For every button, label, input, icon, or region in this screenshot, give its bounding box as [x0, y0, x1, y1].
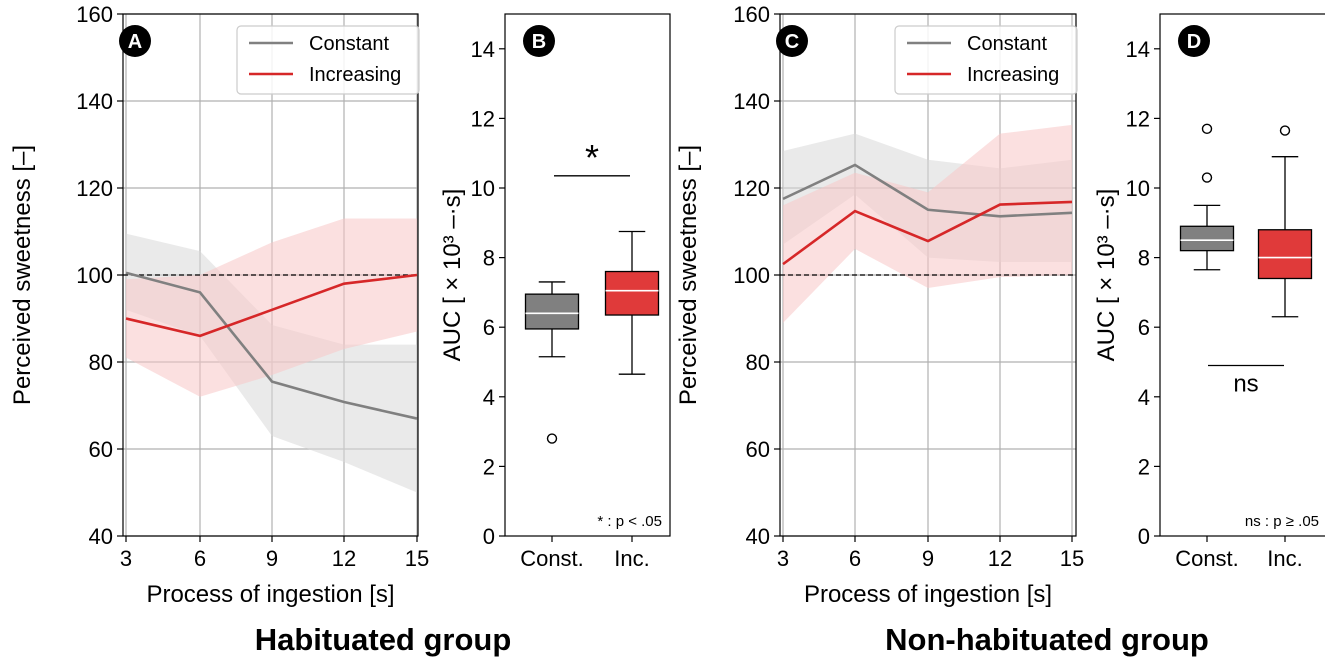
y-tick-label: 10 — [471, 176, 495, 201]
y-tick-label: 4 — [1138, 385, 1150, 410]
x-tick-label: 15 — [1060, 546, 1084, 571]
y-tick-label: 10 — [1126, 176, 1150, 201]
outlier-point — [546, 433, 558, 444]
y-tick-label: 100 — [76, 263, 113, 288]
panel-c-badge — [776, 25, 808, 57]
x-tick-label: 6 — [194, 546, 206, 571]
habituated-group-title: Habituated group — [254, 622, 512, 657]
y-tick-label: 6 — [483, 315, 495, 340]
y-axis-label: AUC [ × 10³ –·s] — [439, 189, 466, 362]
non-habituated-group-title: Non-habituated group — [885, 622, 1209, 657]
y-axis-label: Perceived sweetness [–] — [9, 145, 36, 405]
panel-C: 3 6 9 12 15 40 60 80 100 120 140 160 Process of inge… — [675, 2, 1084, 608]
y-tick-label: 140 — [76, 89, 113, 114]
legend: Constant Increasing — [236, 25, 420, 95]
legend-entry-increasing: Increasing — [309, 64, 401, 86]
y-axis-label: Perceived sweetness [–] — [675, 145, 702, 405]
panel-a-letter: A — [128, 31, 142, 53]
panel-D: Const. Inc. 0 2 4 6 8 10 12 14 AUC [ × 10³ –·s] ns n… — [1093, 13, 1325, 571]
x-tick-label: 9 — [266, 546, 278, 571]
series-line-constant — [125, 271, 418, 420]
legend-entry-constant: Constant — [309, 33, 389, 55]
y-tick-label: 4 — [483, 385, 495, 410]
y-tick-label: 80 — [89, 350, 113, 375]
x-tick-label: Const. — [520, 546, 584, 571]
confidence-band-increasing — [783, 124, 1072, 323]
series-line-constant — [782, 163, 1073, 218]
box-inc — [1257, 125, 1313, 318]
x-tick-label: Inc. — [1267, 546, 1302, 571]
y-tick-label: 0 — [483, 524, 495, 549]
panel-c-letter: C — [785, 31, 799, 53]
x-tick-label: 12 — [988, 546, 1012, 571]
significance-note: * : p < .05 — [597, 513, 662, 530]
y-tick-label: 14 — [471, 37, 495, 62]
legend-entry-constant: Constant — [967, 33, 1047, 55]
panel-B: Const. Inc. 0 2 4 6 8 10 12 14 AUC [ × 10³ –·s] * * … — [439, 13, 671, 571]
box-iqr — [1179, 225, 1235, 252]
plot-frame — [504, 13, 671, 537]
x-axis-label: Process of ingestion [s] — [804, 581, 1052, 608]
x-tick-label: 9 — [922, 546, 934, 571]
panel-d-badge — [1178, 25, 1210, 57]
legend: Constant Increasing — [894, 25, 1078, 95]
box-const — [524, 281, 580, 444]
panel-d-letter: D — [1187, 31, 1201, 53]
y-tick-label: 160 — [76, 2, 113, 27]
legend-entry-increasing: Increasing — [967, 64, 1059, 86]
y-tick-label: 8 — [1138, 246, 1150, 271]
y-tick-label: 12 — [1126, 106, 1150, 131]
box-inc — [604, 230, 660, 375]
box-iqr — [1257, 229, 1313, 280]
y-tick-label: 6 — [1138, 315, 1150, 340]
x-tick-label: 6 — [849, 546, 861, 571]
significance-marker: * — [585, 137, 599, 178]
y-tick-label: 140 — [733, 89, 770, 114]
y-tick-label: 120 — [733, 176, 770, 201]
y-tick-label: 120 — [76, 176, 113, 201]
series-line-increasing — [125, 273, 418, 338]
series-line-increasing — [782, 200, 1073, 266]
y-tick-label: 2 — [483, 454, 495, 479]
panel-b-badge — [523, 25, 555, 57]
outlier-point — [1201, 172, 1213, 183]
y-tick-label: 12 — [471, 106, 495, 131]
y-tick-label: 160 — [733, 2, 770, 27]
x-axis-label: Process of ingestion [s] — [146, 581, 394, 608]
panel-a-badge — [119, 25, 151, 57]
x-tick-label: Inc. — [614, 546, 649, 571]
significance-marker: ns — [1233, 370, 1258, 397]
y-tick-label: 14 — [1126, 37, 1150, 62]
y-axis-label: AUC [ × 10³ –·s] — [1093, 189, 1120, 362]
x-tick-label: Const. — [1175, 546, 1239, 571]
panel-b-letter: B — [532, 31, 546, 53]
x-tick-label: 3 — [777, 546, 789, 571]
y-tick-label: 8 — [483, 246, 495, 271]
x-tick-label: 15 — [405, 546, 429, 571]
x-tick-label: 12 — [332, 546, 356, 571]
panel-A: 3 6 9 12 15 40 60 80 100 120 140 160 Process of inge… — [9, 2, 429, 608]
outlier-point — [1279, 125, 1291, 136]
plot-frame — [1159, 13, 1325, 537]
box-iqr — [524, 293, 580, 330]
y-tick-label: 60 — [746, 437, 770, 462]
y-tick-label: 80 — [746, 350, 770, 375]
box-iqr — [604, 270, 660, 316]
y-tick-label: 100 — [733, 263, 770, 288]
significance-note: ns : p ≥ .05 — [1245, 513, 1319, 530]
y-tick-label: 40 — [89, 524, 113, 549]
y-tick-label: 60 — [89, 437, 113, 462]
confidence-band-increasing — [126, 218, 417, 397]
box-const — [1179, 123, 1235, 271]
y-tick-label: 2 — [1138, 454, 1150, 479]
outlier-point — [1201, 123, 1213, 135]
x-tick-label: 3 — [120, 546, 132, 571]
y-tick-label: 0 — [1138, 524, 1150, 549]
y-tick-label: 40 — [746, 524, 770, 549]
